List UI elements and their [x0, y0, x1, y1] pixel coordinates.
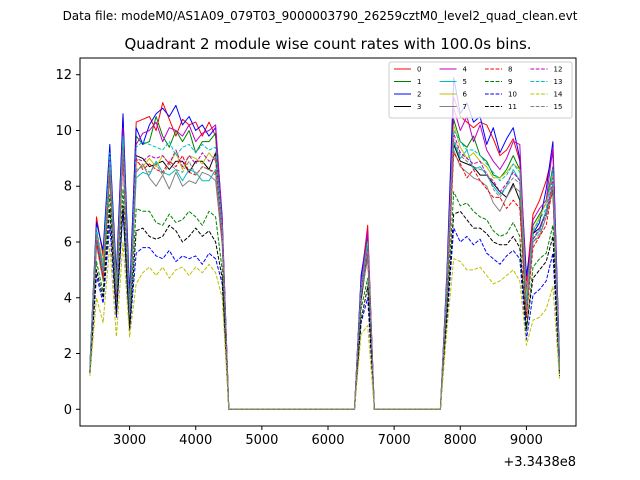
x-tick-label: 5000 [245, 433, 278, 448]
legend-label-12: 12 [554, 66, 563, 74]
y-tick-label: 8 [64, 180, 72, 195]
x-tick-label: 3000 [113, 433, 146, 448]
legend-label-0: 0 [417, 66, 421, 74]
y-tick-label: 6 [64, 236, 72, 251]
x-tick-label: 9000 [510, 433, 543, 448]
legend-label-2: 2 [417, 91, 421, 99]
series-line-13 [89, 130, 560, 410]
x-tick-label: 4000 [179, 433, 212, 448]
x-offset-label: +3.3438e8 [503, 455, 576, 470]
legend-label-5: 5 [463, 78, 467, 86]
legend-label-14: 14 [554, 91, 563, 99]
legend-box [388, 61, 573, 119]
legend-label-8: 8 [508, 66, 512, 74]
y-tick-label: 0 [64, 403, 72, 418]
series-line-15 [89, 138, 560, 410]
file-suptitle: Data file: modeM0/AS1A09_079T03_90000037… [63, 9, 578, 23]
legend-label-10: 10 [508, 91, 517, 99]
legend-label-13: 13 [554, 78, 563, 86]
plot-area [89, 77, 560, 410]
legend-label-1: 1 [417, 78, 421, 86]
y-tick-label: 2 [64, 347, 72, 362]
legend-label-4: 4 [463, 66, 468, 74]
x-tick-label: 8000 [444, 433, 477, 448]
x-tick-label: 7000 [378, 433, 411, 448]
y-tick-label: 12 [55, 68, 72, 83]
legend-label-9: 9 [508, 78, 512, 86]
y-tick-label: 10 [55, 124, 72, 139]
chart-title: Quadrant 2 module wise count rates with … [124, 35, 531, 53]
legend-label-15: 15 [554, 103, 563, 111]
x-tick-label: 6000 [311, 433, 344, 448]
legend-label-11: 11 [508, 103, 517, 111]
legend-label-7: 7 [463, 103, 467, 111]
legend-label-3: 3 [417, 103, 421, 111]
legend-label-6: 6 [463, 91, 468, 99]
y-tick-label: 4 [64, 291, 72, 306]
